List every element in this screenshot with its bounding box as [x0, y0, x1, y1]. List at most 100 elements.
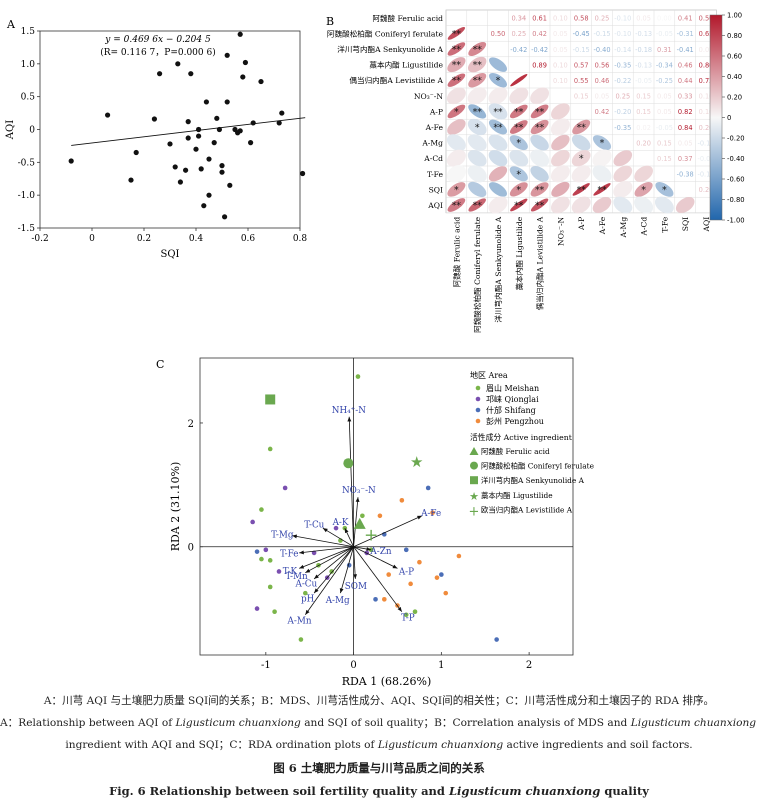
legend-area-dot: [475, 396, 481, 402]
sample-point: [373, 597, 378, 602]
sample-point: [311, 550, 317, 556]
data-point-a: [216, 126, 222, 133]
corr-value: -0.35: [614, 61, 631, 69]
data-point-a: [201, 203, 207, 209]
factor-arrow: [353, 546, 398, 569]
corr-value: 0.25: [615, 93, 630, 101]
corr-value: 0.42: [595, 108, 610, 116]
corr-ellipse: [550, 196, 570, 214]
colorbar: [709, 14, 723, 221]
arrow-head: [314, 574, 319, 579]
corr-ellipse: [593, 183, 611, 196]
corr-ellipse: [488, 166, 508, 182]
significance-mark: **: [577, 186, 587, 196]
y-tick-label-a: -1.0: [18, 191, 36, 201]
corr-value: -0.15: [573, 46, 590, 54]
factor-label: pH: [301, 594, 315, 604]
corr-value: 0.33: [678, 93, 693, 101]
colorbar-tick-label: -1.00: [727, 217, 745, 225]
column-label: A-P: [577, 217, 586, 231]
corr-value: 0.20: [636, 139, 651, 147]
row-label: A-P: [429, 107, 443, 116]
factor-label: A-Fe: [420, 509, 441, 519]
significance-mark: *: [517, 186, 522, 196]
corr-ellipse: [447, 198, 466, 212]
data-point-a: [196, 126, 202, 133]
corr-ellipse: [488, 87, 508, 105]
caption-cn: A：川芎 AQI 与土壤肥力质量 SQI间的关系；B：MDS、川芎活性成分、AQ…: [43, 695, 715, 707]
corr-ellipse: [572, 119, 591, 135]
corr-ellipse: [530, 198, 549, 212]
corr-value: 0.05: [595, 93, 610, 101]
data-point-a: [214, 115, 220, 121]
significance-mark: **: [535, 186, 545, 196]
legend-area-label: 什邡 Shifang: [486, 405, 536, 415]
corr-value: -0.13: [635, 61, 652, 69]
sample-point: [386, 572, 391, 577]
active-marker-circle: [343, 458, 354, 469]
arrow-head: [353, 574, 358, 579]
arrow-head: [305, 568, 311, 573]
corr-value: 0.02: [636, 124, 651, 132]
corr-ellipse: [467, 56, 487, 73]
x-tick-label-a: 0.6: [241, 234, 256, 244]
significance-mark: *: [600, 139, 605, 149]
scatter-plot-a: -0.2 0 0.2 0.4 0.6 0.8 1.5 1.0 0.5 0 -0.5 -1.0 -1.5 S…: [5, 27, 307, 260]
factor-arrow: [353, 546, 356, 579]
corr-value: 0.10: [553, 61, 568, 69]
factor-arrow: [322, 527, 354, 548]
legend-active-label: 阿魏酸松柏酯 Coniferyl ferulate: [481, 462, 594, 471]
corr-value: -0.15: [593, 30, 610, 38]
sample-point: [382, 597, 387, 602]
legend-area-dot: [475, 385, 481, 391]
corr-ellipse: [571, 134, 591, 151]
row-label: A-Cd: [423, 154, 443, 163]
plot-frame-a: [39, 30, 301, 229]
y-tick-label-a: 1.5: [21, 27, 36, 37]
corr-value: 0.42: [532, 30, 547, 38]
corr-value: -0.05: [656, 124, 673, 132]
row-label: NO₃⁻-N: [414, 92, 443, 101]
legend-star: ★: [469, 490, 479, 503]
corr-value: 0.44: [678, 77, 693, 85]
significance-mark: **: [535, 202, 545, 212]
factor-label: T-Cu: [304, 521, 324, 531]
significance-mark: **: [473, 46, 483, 56]
corr-ellipse: [467, 87, 487, 105]
corr-ellipse: [592, 149, 612, 167]
x-tick-label-a: 0.2: [137, 234, 151, 244]
corr-ellipse: [446, 149, 466, 167]
corr-ellipse: [468, 72, 487, 88]
y-tick-label-a: -1.5: [18, 224, 36, 234]
corr-value: -0.10: [697, 171, 714, 179]
sample-point: [276, 569, 282, 574]
corr-ellipse: [468, 198, 486, 212]
arrow-head: [392, 564, 398, 569]
corr-ellipse: [592, 165, 612, 183]
figure-canvas: A -0.2 0 0.2 0.4 0.6 0.81.51.00.50-0.5-1.0-1.…: [5, 9, 745, 688]
arrow-head: [397, 606, 402, 612]
corr-value: 0.20: [699, 124, 714, 132]
data-point-a: [105, 112, 111, 118]
corr-value: 0.82: [678, 108, 693, 116]
significance-mark: **: [452, 77, 462, 87]
factor-arrow: [292, 535, 354, 548]
significance-mark: **: [473, 108, 483, 118]
corr-value: -0.42: [510, 46, 527, 54]
factor-label: NH₄⁺-N: [332, 406, 367, 416]
arrow-head: [339, 588, 344, 594]
data-point-a: [172, 164, 178, 170]
factor-arrow: [348, 416, 354, 547]
corr-ellipse: [446, 165, 467, 183]
column-label: A-Cd: [640, 217, 649, 237]
y-tick-label-a: -0.5: [18, 158, 36, 168]
corr-ellipse: [571, 150, 591, 167]
column-label: 藁本内酯 Ligustilide: [514, 216, 524, 290]
x-axis-label-a: SQI: [161, 249, 180, 260]
corr-ellipse: [447, 42, 466, 56]
legend-area-dot: [475, 418, 481, 424]
significance-mark: **: [452, 202, 462, 212]
corr-ellipse: [447, 73, 466, 87]
data-point-a: [177, 179, 183, 185]
row-label: 藁本内酯 Ligustilide: [369, 60, 443, 70]
